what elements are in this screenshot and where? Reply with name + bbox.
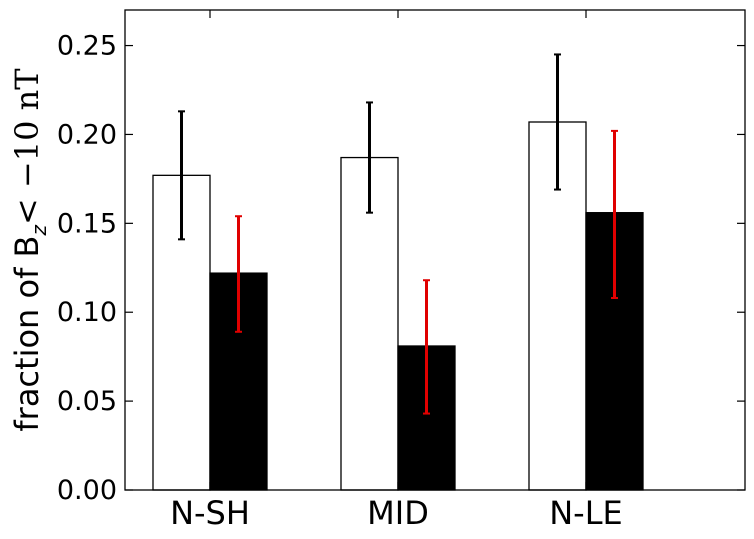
y-tick-label: 0.20 bbox=[57, 119, 117, 150]
y-tick-label: 0.05 bbox=[57, 386, 117, 417]
x-tick-label-mid: MID bbox=[367, 494, 429, 532]
error-bars-layer bbox=[178, 53, 618, 415]
bars-layer bbox=[152, 121, 644, 491]
y-axis-label-main: fraction of B bbox=[8, 236, 46, 432]
x-tick-label-n-sh: N-SH bbox=[170, 494, 250, 532]
y-tick-label: 0.00 bbox=[57, 475, 117, 506]
plot-frame bbox=[124, 9, 746, 491]
labels-layer: N-SH MID N-LE 0.00 0.05 0.10 0.15 0.20 0.25 bbox=[57, 31, 623, 532]
y-tick-label: 0.25 bbox=[57, 31, 117, 62]
y-tick-label: 0.15 bbox=[57, 208, 117, 239]
y-axis-label: fraction of Bz< −10 nT bbox=[8, 68, 51, 432]
ticks-layer bbox=[125, 10, 745, 491]
y-tick-label: 0.10 bbox=[57, 297, 117, 328]
y-axis-label-subscript: z bbox=[27, 225, 51, 237]
y-axis-label-condition: < −10 nT bbox=[8, 68, 46, 225]
x-tick-label-n-le: N-LE bbox=[549, 494, 623, 532]
